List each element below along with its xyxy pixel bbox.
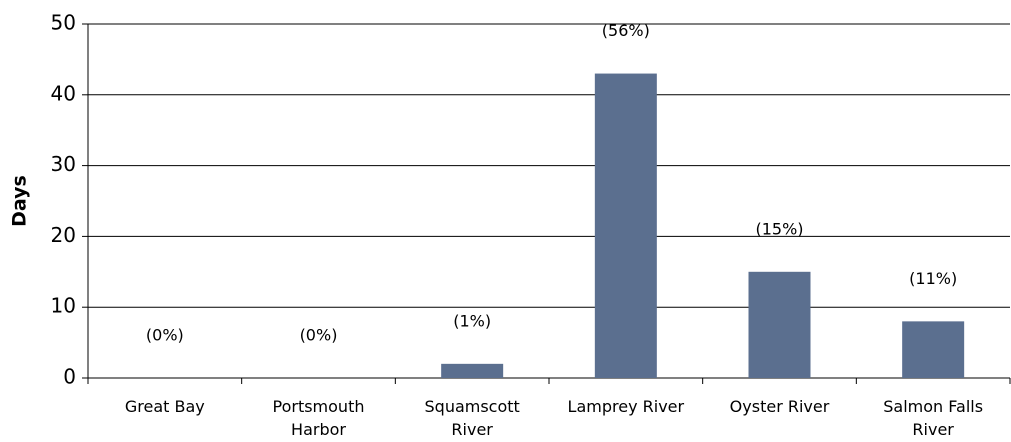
bar bbox=[748, 271, 811, 378]
y-tick-label: 0 bbox=[63, 365, 76, 389]
y-tick-label: 40 bbox=[51, 81, 76, 105]
bar bbox=[902, 321, 965, 378]
bar-annotation: (0%) bbox=[146, 326, 184, 345]
y-axis-label: Days bbox=[9, 175, 31, 227]
y-tick-label: 10 bbox=[51, 294, 76, 318]
x-tick-label: Lamprey River bbox=[567, 397, 685, 416]
y-tick-label: 30 bbox=[51, 152, 76, 176]
bar-annotation: (15%) bbox=[755, 219, 803, 238]
x-tick-label: Great Bay bbox=[124, 397, 205, 416]
bar-annotation: (0%) bbox=[300, 326, 338, 345]
bar bbox=[441, 363, 504, 378]
x-tick-label: Oyster River bbox=[729, 397, 830, 416]
x-tick-label: Squamscott River bbox=[424, 397, 520, 439]
x-tick-label: Portsmouth Harbor bbox=[272, 397, 365, 439]
x-tick-label: Salmon Falls River bbox=[883, 397, 984, 439]
bar-annotation: (11%) bbox=[909, 269, 957, 288]
y-tick-label: 50 bbox=[51, 11, 76, 35]
bar bbox=[594, 73, 657, 378]
bar-annotation: (56%) bbox=[602, 21, 650, 40]
bar-annotation: (1%) bbox=[453, 311, 491, 330]
y-tick-label: 20 bbox=[51, 223, 76, 247]
